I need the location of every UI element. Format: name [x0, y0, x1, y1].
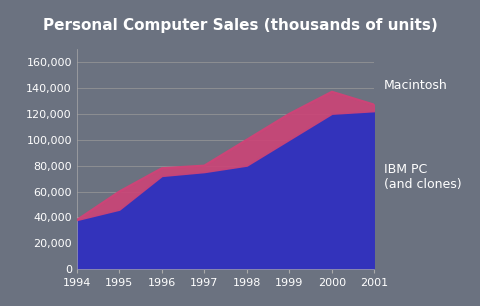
Text: Macintosh: Macintosh: [384, 79, 448, 92]
Text: Personal Computer Sales (thousands of units): Personal Computer Sales (thousands of un…: [43, 18, 437, 33]
Text: IBM PC
(and clones): IBM PC (and clones): [384, 163, 462, 192]
